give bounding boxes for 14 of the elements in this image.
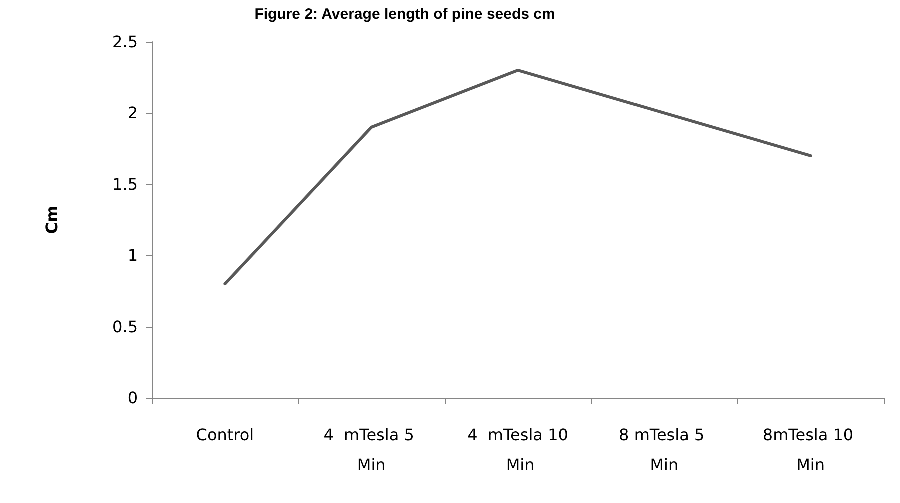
- x-tick-label: 4 mTesla 10 Min: [468, 426, 568, 474]
- x-tick-label: 4 mTesla 5 Min: [324, 426, 420, 474]
- y-tick-label: 1.5: [112, 174, 138, 194]
- y-axis-title: Cm: [42, 206, 62, 234]
- x-tick-label: Control: [196, 426, 254, 444]
- y-tick-label: 0: [128, 388, 138, 408]
- x-tick-label: 8 mTesla 5 Min: [619, 426, 710, 474]
- y-tick-label: 2.5: [112, 32, 138, 52]
- line-series: [224, 68, 812, 286]
- x-tick-label: 8mTesla 10 Min: [762, 426, 859, 474]
- chart-title: Figure 2: Average length of pine seeds cm: [254, 6, 556, 23]
- y-tick-label: 0.5: [112, 317, 138, 336]
- y-tick-label: 1: [128, 246, 138, 266]
- y-tick-label: 2: [128, 104, 138, 123]
